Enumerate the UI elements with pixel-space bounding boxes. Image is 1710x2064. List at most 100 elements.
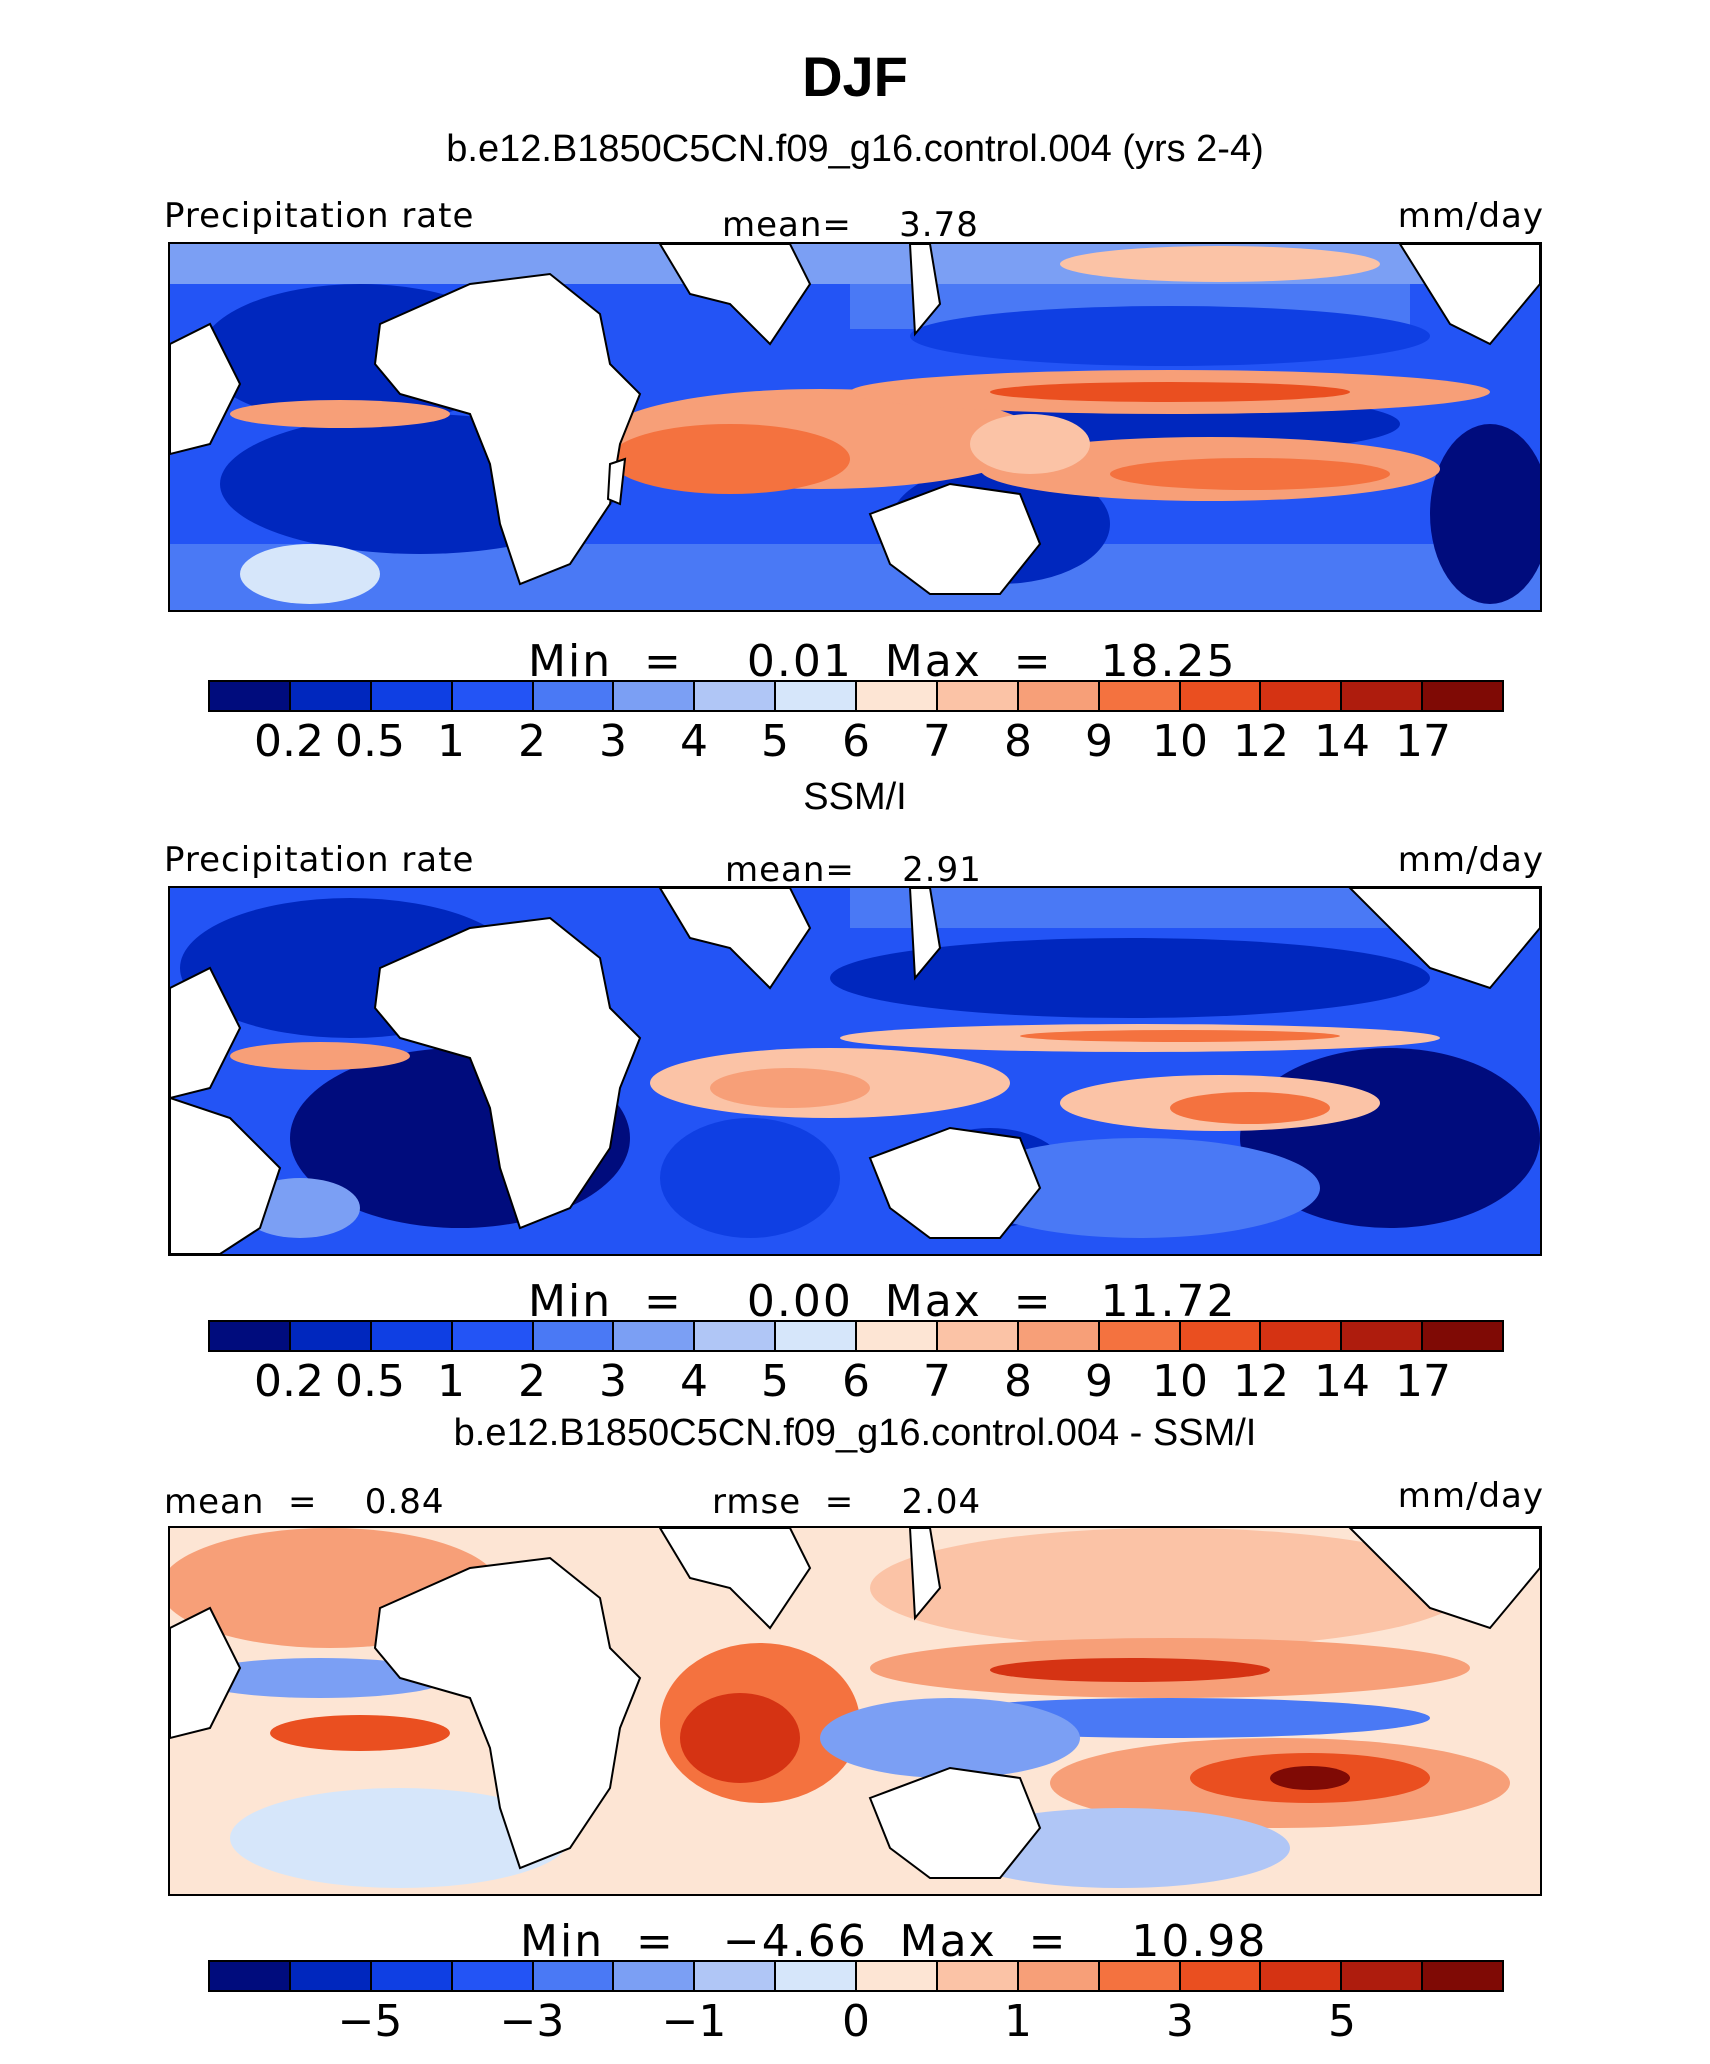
colorbar-box	[1423, 682, 1502, 710]
colorbar-box	[1099, 682, 1181, 710]
colorbar-tick-label: −5	[337, 1996, 403, 2047]
colorbar-tick-label: 2	[518, 1356, 546, 1407]
colorbar-box	[1261, 682, 1343, 710]
colorbar-tick-label: 5	[761, 716, 789, 767]
colorbar-tick-label: 17	[1395, 1356, 1451, 1407]
colorbar-box	[210, 1962, 291, 1990]
colorbar-box	[371, 1322, 453, 1350]
colorbar-box	[614, 1322, 696, 1350]
colorbar-tick-label: 10	[1152, 716, 1208, 767]
colorbar-box	[1423, 1322, 1502, 1350]
colorbar-box	[452, 1322, 534, 1350]
colorbar-box	[695, 682, 777, 710]
colorbar-tick-label: 7	[923, 1356, 951, 1407]
panel-obs-minmax: Min = 0.00 Max = 11.72	[528, 1276, 1237, 1327]
colorbar-box	[695, 1322, 777, 1350]
colorbar-box	[1099, 1322, 1181, 1350]
colorbar-box	[533, 682, 615, 710]
colorbar-box	[937, 1962, 1019, 1990]
colorbar-tick-label: 12	[1233, 1356, 1289, 1407]
colorbar-tick-label: 4	[680, 716, 708, 767]
colorbar-tick-label: 14	[1314, 716, 1370, 767]
panel-obs-mean-label: mean= 2.91	[725, 850, 982, 890]
colorbar-box	[776, 1322, 857, 1350]
colorbar-box	[1018, 682, 1100, 710]
figure-title: DJF	[802, 45, 908, 108]
colorbar-box	[695, 1962, 777, 1990]
colorbar-tick-label: 8	[1004, 1356, 1032, 1407]
panel-model-mean-label: mean= 3.78	[722, 205, 979, 245]
colorbar-tick-label: −1	[661, 1996, 727, 2047]
panel-model-title: b.e12.B1850C5CN.f09_g16.control.004 (yrs…	[446, 128, 1264, 170]
colorbar-box	[210, 1322, 291, 1350]
colorbar-box	[1180, 1962, 1262, 1990]
colorbar-box	[1261, 1962, 1343, 1990]
colorbar-box	[937, 1322, 1019, 1350]
colorbar-tick-label: 0.2	[254, 1356, 324, 1407]
colorbar-tick-label: 8	[1004, 716, 1032, 767]
panel-model-units-label: mm/day	[1397, 196, 1544, 236]
colorbar-box	[1018, 1322, 1100, 1350]
colorbar-tick-label: 1	[1004, 1996, 1032, 2047]
colorbar-box	[452, 682, 534, 710]
colorbar-box	[614, 1962, 696, 1990]
colorbar-box	[371, 1962, 453, 1990]
colorbar-box	[1342, 1962, 1424, 1990]
panel-diff-colorbar-ticks: −5 −3 −1 0 1 3 5	[0, 1996, 1710, 2052]
colorbar-tick-label: 3	[599, 1356, 627, 1407]
colorbar-box	[1180, 682, 1262, 710]
colorbar-tick-label: 4	[680, 1356, 708, 1407]
colorbar-tick-label: 3	[599, 716, 627, 767]
colorbar-tick-label: 14	[1314, 1356, 1370, 1407]
colorbar-tick-label: 9	[1085, 1356, 1113, 1407]
panel-obs-variable-label: Precipitation rate	[164, 840, 475, 880]
colorbar-box	[857, 682, 938, 710]
colorbar-box	[290, 1962, 372, 1990]
panel-diff-mean-label: mean = 0.84	[164, 1482, 445, 1522]
colorbar-tick-label: −3	[499, 1996, 565, 2047]
panel-diff-minmax: Min = −4.66 Max = 10.98	[520, 1916, 1268, 1967]
panel-model-colorbar-ticks: 0.2 0.5 1 2 3 4 5 6 7 8 9 10 12 14 17	[0, 716, 1710, 772]
colorbar-box	[857, 1322, 938, 1350]
colorbar-tick-label: 7	[923, 716, 951, 767]
colorbar-box	[776, 1962, 857, 1990]
colorbar-tick-label: 5	[1328, 1996, 1356, 2047]
colorbar-tick-label: 3	[1166, 1996, 1194, 2047]
colorbar-box	[452, 1962, 534, 1990]
colorbar-box	[1342, 682, 1424, 710]
colorbar-tick-label: 6	[842, 1356, 870, 1407]
panel-obs-title: SSM/I	[803, 776, 907, 818]
colorbar-box	[1180, 1322, 1262, 1350]
colorbar-tick-label: 0	[842, 1996, 870, 2047]
colorbar-tick-label: 0.2	[254, 716, 324, 767]
panel-obs-colorbar-ticks: 0.2 0.5 1 2 3 4 5 6 7 8 9 10 12 14 17	[0, 1356, 1710, 1412]
panel-diff-units-label: mm/day	[1397, 1476, 1544, 1516]
colorbar-tick-label: 1	[437, 716, 465, 767]
colorbar-tick-label: 6	[842, 716, 870, 767]
colorbar-box	[614, 682, 696, 710]
colorbar-box	[210, 682, 291, 710]
colorbar-box	[533, 1322, 615, 1350]
colorbar-box	[1261, 1322, 1343, 1350]
colorbar-tick-label: 10	[1152, 1356, 1208, 1407]
colorbar-box	[371, 682, 453, 710]
colorbar-tick-label: 12	[1233, 716, 1289, 767]
panel-diff-title: b.e12.B1850C5CN.f09_g16.control.004 - SS…	[453, 1412, 1257, 1454]
colorbar-box	[1018, 1962, 1100, 1990]
panel-model-minmax: Min = 0.01 Max = 18.25	[528, 636, 1237, 687]
panel-obs-map	[168, 886, 1542, 1256]
colorbar-box	[290, 1322, 372, 1350]
colorbar-tick-label: 0.5	[335, 1356, 405, 1407]
panel-model-map	[168, 242, 1542, 612]
panel-model-variable-label: Precipitation rate	[164, 196, 475, 236]
panel-diff-map	[168, 1526, 1542, 1896]
colorbar-box	[1099, 1962, 1181, 1990]
colorbar-tick-label: 2	[518, 716, 546, 767]
colorbar-box	[937, 682, 1019, 710]
colorbar-tick-label: 17	[1395, 716, 1451, 767]
panel-obs-units-label: mm/day	[1397, 840, 1544, 880]
colorbar-box	[1342, 1322, 1424, 1350]
panel-obs-colorbar	[208, 1320, 1504, 1352]
colorbar-box	[290, 682, 372, 710]
colorbar-box	[857, 1962, 938, 1990]
